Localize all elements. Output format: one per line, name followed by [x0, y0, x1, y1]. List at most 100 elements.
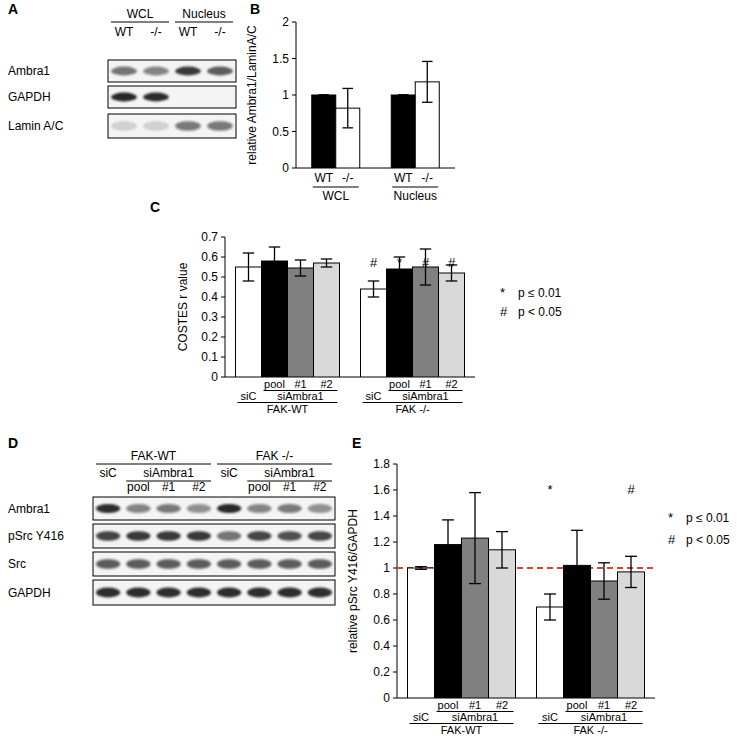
lane-header: FAK -/-	[256, 449, 293, 463]
bar	[591, 581, 618, 698]
y-tick	[393, 568, 397, 569]
error-stem	[248, 253, 249, 281]
error-bar	[243, 253, 254, 281]
y-tick-label: 1.8	[373, 457, 390, 471]
band	[96, 531, 120, 541]
error-bar	[420, 249, 431, 285]
error-cap	[415, 566, 427, 567]
y-tick-label: 0.5	[272, 125, 289, 139]
error-cap	[243, 252, 254, 253]
error-cap	[598, 599, 610, 600]
band	[308, 559, 332, 569]
panel-label: A	[8, 1, 18, 17]
marks	[397, 493, 655, 698]
band	[96, 588, 120, 598]
error-cap	[342, 88, 353, 89]
band	[278, 531, 302, 541]
key-symbol: *	[500, 285, 505, 300]
key-symbol: #	[500, 304, 508, 319]
bar-label: WT	[314, 171, 333, 185]
y-tick-label: 0.5	[201, 270, 218, 284]
band	[143, 67, 169, 76]
band	[207, 93, 233, 102]
error-cap	[446, 280, 457, 281]
error-cap	[625, 587, 637, 588]
row-label: GAPDH	[8, 586, 51, 600]
bar-label: siC	[413, 711, 429, 723]
y-tick	[393, 542, 397, 543]
group-line	[392, 187, 438, 188]
error-cap	[295, 275, 306, 276]
bar-chart: 00.511.52relative Ambra1/LaminA/CWT-/-WC…	[245, 15, 455, 203]
y-tick	[221, 317, 225, 318]
band	[217, 559, 241, 569]
y-tick	[221, 237, 225, 238]
key-text: p ≤ 0.01	[518, 286, 562, 300]
band	[96, 559, 120, 569]
bar-label: -/-	[422, 171, 433, 185]
lane-header: #1	[283, 480, 297, 494]
header-line	[217, 464, 332, 465]
band	[175, 93, 201, 102]
y-tick	[292, 95, 296, 96]
error-cap	[496, 531, 508, 532]
error-stem	[630, 556, 631, 587]
blot-strip	[93, 524, 335, 548]
error-cap	[571, 530, 583, 531]
y-tick-label: 0.8	[373, 587, 390, 601]
band	[143, 121, 169, 131]
lane-header: -/-	[150, 25, 161, 39]
key-text: p ≤ 0.01	[686, 511, 730, 525]
error-cap	[269, 246, 280, 247]
bar-label: #2	[320, 378, 332, 390]
significance-mark: #	[422, 255, 430, 270]
y-tick	[393, 516, 397, 517]
error-cap	[269, 274, 280, 275]
bar-chart: 00.10.20.30.40.50.60.7COSTES r valuepool…	[176, 230, 562, 415]
bar	[489, 550, 516, 698]
lane-header: Nucleus	[182, 7, 225, 21]
band	[126, 559, 150, 569]
error-cap	[295, 259, 306, 260]
error-stem	[447, 520, 448, 569]
band	[126, 588, 150, 598]
band	[187, 559, 211, 569]
error-stem	[347, 88, 348, 127]
error-stem	[603, 563, 604, 599]
error-bar	[269, 247, 280, 275]
subgroup-label: siAmbra1	[581, 711, 627, 723]
row-label: Src	[8, 557, 26, 571]
bar-label: siC	[241, 390, 257, 402]
error-cap	[368, 296, 379, 297]
band	[126, 504, 150, 513]
row-label: Ambra1	[8, 64, 50, 78]
error-cap	[243, 280, 254, 281]
bar	[262, 261, 288, 377]
error-bar	[571, 530, 583, 600]
band	[207, 121, 233, 131]
y-tick-label: 0.1	[201, 350, 218, 364]
error-bar	[496, 532, 508, 568]
bar	[618, 572, 645, 698]
lane-header: WCL	[127, 7, 154, 21]
band	[308, 588, 332, 598]
bar-label: WT	[394, 171, 413, 185]
error-cap	[318, 94, 329, 95]
y-tick	[393, 698, 397, 699]
error-cap	[422, 102, 433, 103]
band	[278, 504, 302, 513]
band	[308, 531, 332, 541]
lane-header: pool	[248, 480, 271, 494]
y-tick	[292, 22, 296, 23]
header-line	[111, 22, 169, 23]
error-bar	[318, 95, 329, 96]
bar-chart: 00.20.40.60.811.21.41.61.8relative pSrc …	[346, 457, 730, 736]
y-tick-label: 0.4	[373, 639, 390, 653]
band	[247, 588, 271, 598]
y-tick	[221, 337, 225, 338]
bar-label: pool	[389, 378, 410, 390]
bar-label: #1	[469, 699, 481, 711]
western-blot: WCLNucleusWT-/-WT-/-Ambra1GAPDHLamin A/C	[8, 7, 236, 138]
bar-label: #2	[625, 699, 637, 711]
error-cap	[422, 61, 433, 62]
